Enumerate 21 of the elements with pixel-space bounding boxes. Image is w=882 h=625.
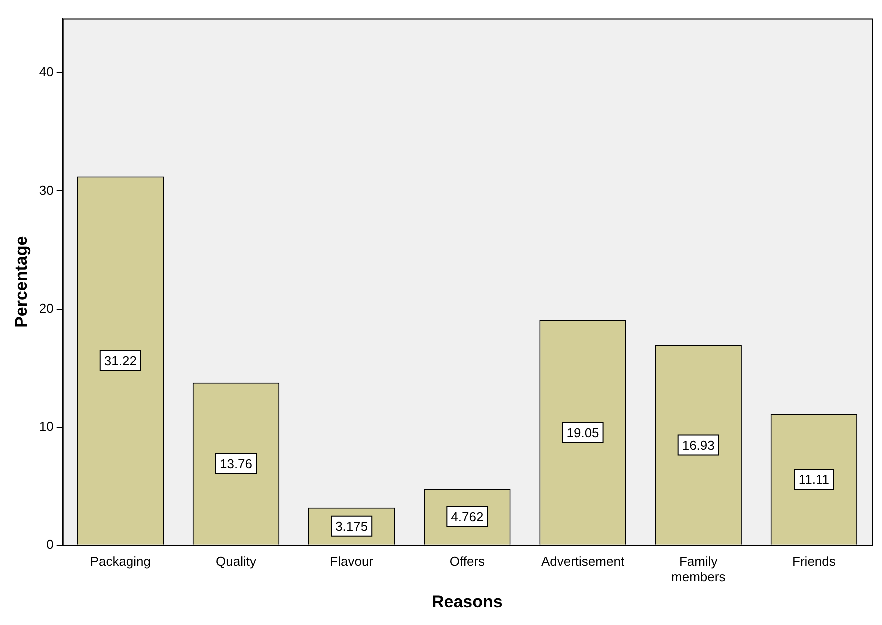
y-axis-title: Percentage xyxy=(12,236,31,328)
data-label: 3.175 xyxy=(336,518,368,534)
x-tick-label: Family members xyxy=(672,554,726,584)
y-tick-label: 40 xyxy=(39,64,54,80)
x-tick-label: Friends xyxy=(792,554,836,569)
data-label: 11.11 xyxy=(798,472,830,488)
y-tick-label: 0 xyxy=(46,536,54,552)
data-label: 31.22 xyxy=(104,353,137,368)
x-tick-label: Quality xyxy=(216,554,257,569)
y-tick-label: 30 xyxy=(39,182,54,198)
data-label: 16.93 xyxy=(682,438,715,453)
data-label: 13.76 xyxy=(220,456,253,472)
x-tick-label: Flavour xyxy=(330,554,374,569)
data-label: 19.05 xyxy=(566,425,600,440)
y-tick-label: 10 xyxy=(39,418,54,434)
y-tick-label: 20 xyxy=(39,300,54,316)
x-tick-label: Offers xyxy=(450,554,486,569)
x-tick-label: Packaging xyxy=(90,554,152,569)
x-tick-label: Advertisement xyxy=(541,554,625,569)
x-axis-title: Reasons xyxy=(432,592,503,612)
data-label: 4.762 xyxy=(451,510,484,525)
